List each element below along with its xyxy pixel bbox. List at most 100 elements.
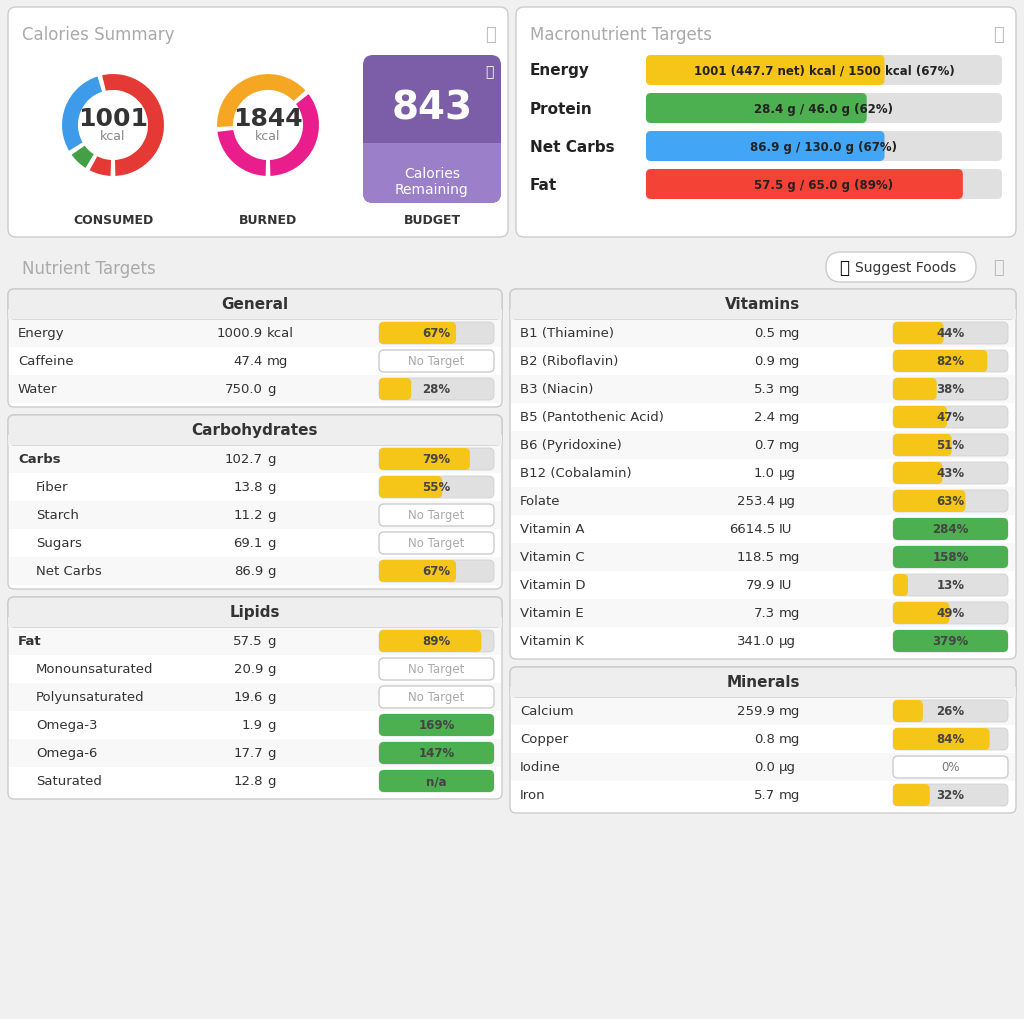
Text: n/a: n/a <box>426 774 446 788</box>
FancyBboxPatch shape <box>646 94 1002 124</box>
Text: 0.9: 0.9 <box>754 356 775 368</box>
Text: 6614.5: 6614.5 <box>729 523 775 536</box>
FancyBboxPatch shape <box>893 323 943 344</box>
FancyBboxPatch shape <box>8 289 502 408</box>
Text: Sugars: Sugars <box>36 537 82 550</box>
Text: Carbs: Carbs <box>18 453 60 466</box>
Text: BURNED: BURNED <box>239 213 297 226</box>
Bar <box>9 628 501 655</box>
Text: 19.6: 19.6 <box>233 691 263 704</box>
FancyBboxPatch shape <box>510 289 1016 659</box>
Bar <box>9 347 501 376</box>
FancyBboxPatch shape <box>646 131 885 162</box>
Text: 253.4: 253.4 <box>737 495 775 508</box>
Text: 169%: 169% <box>419 718 455 732</box>
FancyBboxPatch shape <box>379 477 442 498</box>
Text: ⓘ: ⓘ <box>992 259 1004 277</box>
Text: General: General <box>221 298 289 312</box>
Text: 379%: 379% <box>933 635 969 648</box>
Text: 843: 843 <box>391 89 472 127</box>
FancyBboxPatch shape <box>379 631 494 652</box>
Text: g: g <box>267 691 275 704</box>
Text: Macronutrient Targets: Macronutrient Targets <box>530 25 712 44</box>
FancyBboxPatch shape <box>646 131 1002 162</box>
Text: 750.0: 750.0 <box>225 383 263 396</box>
Text: No Target: No Target <box>409 662 465 676</box>
Text: Lipids: Lipids <box>229 605 281 620</box>
FancyBboxPatch shape <box>893 434 1008 457</box>
Bar <box>511 697 1015 726</box>
FancyBboxPatch shape <box>826 253 976 282</box>
Wedge shape <box>61 76 103 153</box>
Text: 44%: 44% <box>936 327 965 340</box>
Text: Starch: Starch <box>36 510 79 522</box>
Bar <box>9 711 501 739</box>
Bar <box>511 543 1015 572</box>
FancyBboxPatch shape <box>646 170 963 200</box>
Wedge shape <box>100 74 165 177</box>
Text: Calcium: Calcium <box>520 705 573 717</box>
Text: 79%: 79% <box>423 453 451 466</box>
FancyBboxPatch shape <box>893 519 1008 540</box>
Text: Omega-6: Omega-6 <box>36 747 97 760</box>
FancyBboxPatch shape <box>8 8 508 237</box>
FancyBboxPatch shape <box>893 756 1008 779</box>
Bar <box>362 128 501 144</box>
Text: Minerals: Minerals <box>726 675 800 690</box>
Text: Carbohydrates: Carbohydrates <box>191 423 318 438</box>
Text: 7.3: 7.3 <box>754 607 775 620</box>
Text: μg: μg <box>779 495 796 508</box>
Bar <box>511 404 1015 432</box>
Text: Vitamin A: Vitamin A <box>520 523 585 536</box>
Bar <box>511 572 1015 599</box>
Text: mg: mg <box>779 789 801 802</box>
Text: 341.0: 341.0 <box>737 635 775 648</box>
Text: μg: μg <box>779 635 796 648</box>
Text: Protein: Protein <box>530 102 593 116</box>
Text: 12.8: 12.8 <box>233 774 263 788</box>
Text: 0%: 0% <box>941 761 959 773</box>
Text: mg: mg <box>779 607 801 620</box>
FancyBboxPatch shape <box>893 407 947 429</box>
Text: Suggest Foods: Suggest Foods <box>855 261 956 275</box>
FancyBboxPatch shape <box>516 8 1016 237</box>
Text: 51%: 51% <box>936 439 965 452</box>
Text: mg: mg <box>779 439 801 452</box>
Text: Water: Water <box>18 383 57 396</box>
Bar <box>511 782 1015 809</box>
FancyBboxPatch shape <box>893 729 989 750</box>
Text: 55%: 55% <box>422 481 451 494</box>
Text: No Target: No Target <box>409 510 465 522</box>
Bar <box>8 618 502 628</box>
FancyBboxPatch shape <box>893 379 937 400</box>
FancyBboxPatch shape <box>893 351 987 373</box>
FancyBboxPatch shape <box>893 546 1008 569</box>
Bar <box>8 435 502 445</box>
Text: Energy: Energy <box>530 63 590 78</box>
FancyBboxPatch shape <box>893 407 1008 429</box>
Text: mg: mg <box>779 705 801 717</box>
Text: mg: mg <box>779 327 801 340</box>
Text: g: g <box>267 537 275 550</box>
Text: Vitamins: Vitamins <box>725 298 801 312</box>
Text: Caffeine: Caffeine <box>18 356 74 368</box>
Text: 1844: 1844 <box>233 107 303 130</box>
Text: Fiber: Fiber <box>36 481 69 494</box>
Text: 118.5: 118.5 <box>737 551 775 564</box>
Wedge shape <box>216 74 307 129</box>
FancyBboxPatch shape <box>379 323 456 344</box>
Text: No Target: No Target <box>409 356 465 368</box>
FancyBboxPatch shape <box>893 631 1008 652</box>
FancyBboxPatch shape <box>362 56 501 204</box>
Text: 🍜: 🍜 <box>839 259 849 277</box>
Text: Vitamin E: Vitamin E <box>520 607 584 620</box>
Text: 1.9: 1.9 <box>242 718 263 732</box>
Text: 🔒: 🔒 <box>484 65 494 78</box>
FancyBboxPatch shape <box>893 700 923 722</box>
Text: 259.9: 259.9 <box>737 705 775 717</box>
FancyBboxPatch shape <box>646 56 1002 86</box>
Bar <box>511 347 1015 376</box>
Text: Polyunsaturated: Polyunsaturated <box>36 691 144 704</box>
Text: g: g <box>267 718 275 732</box>
FancyBboxPatch shape <box>8 289 502 320</box>
